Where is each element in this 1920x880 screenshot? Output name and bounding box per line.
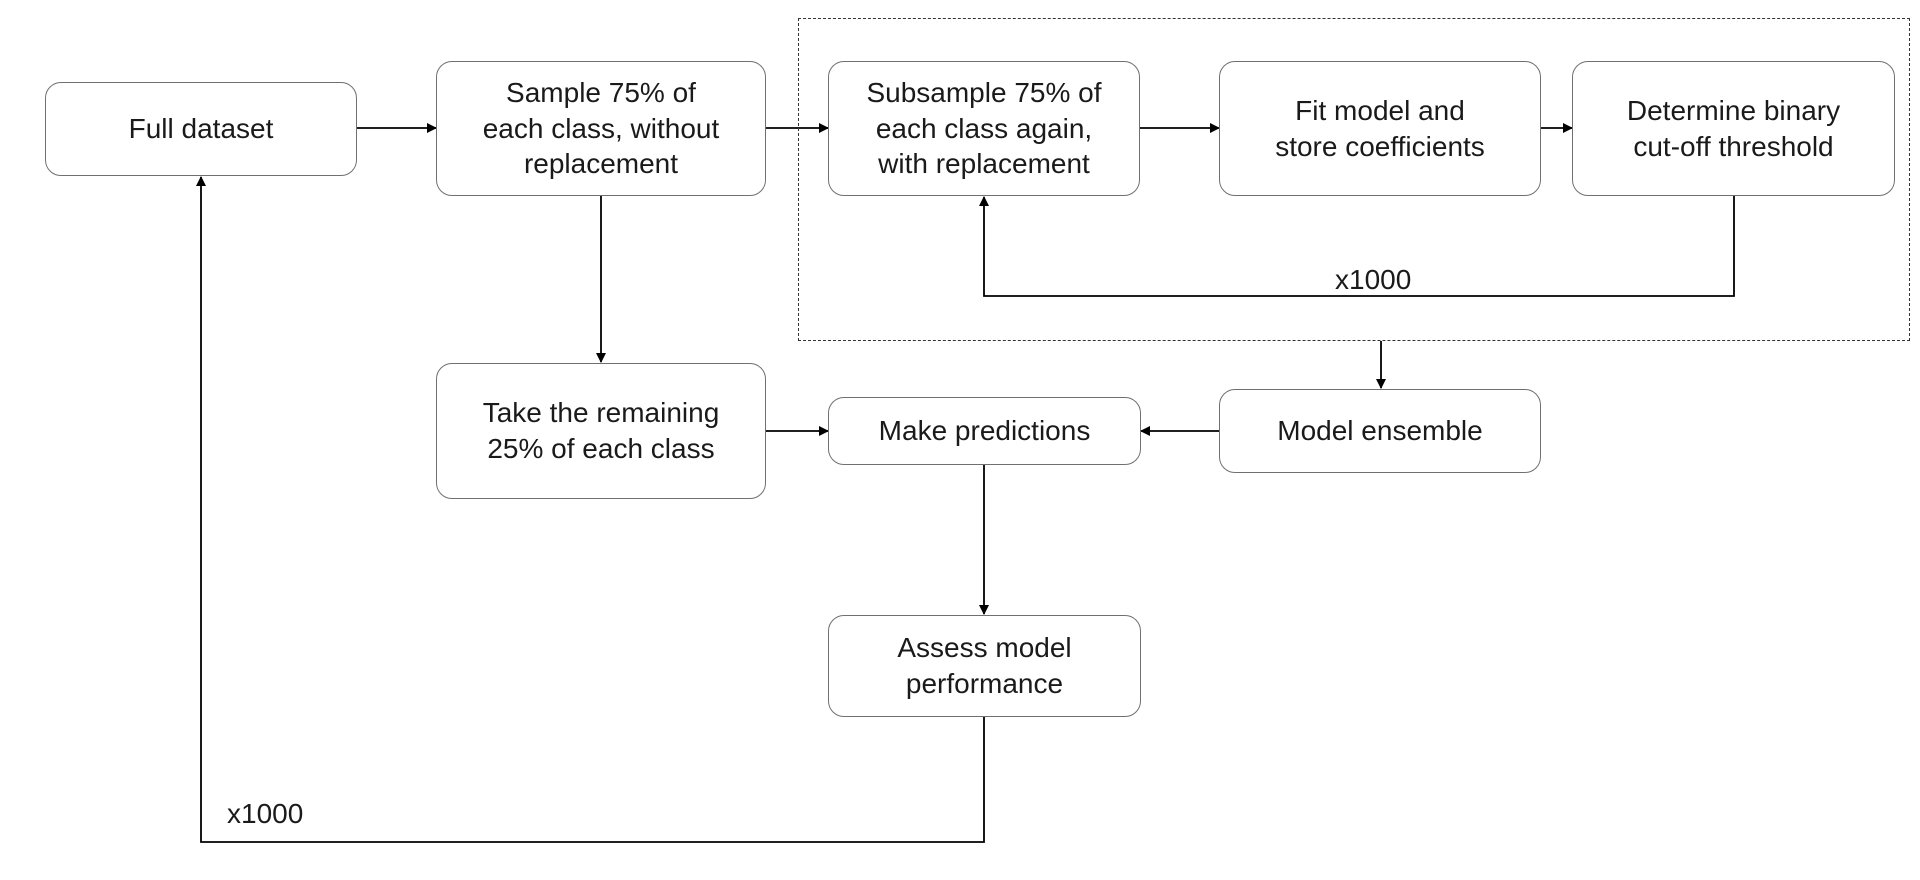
- node-determine-threshold-label: Determine binary cut-off threshold: [1626, 94, 1841, 162]
- node-model-ensemble: Model ensemble: [1219, 389, 1541, 473]
- arrow-outer-loop: [196, 176, 985, 843]
- node-fit-model-label: Fit model and store coefficients: [1275, 94, 1485, 162]
- node-fit-model: Fit model and store coefficients: [1219, 61, 1541, 196]
- node-make-predictions: Make predictions: [828, 397, 1141, 465]
- node-sample-75-label: Sample 75% of each class, without replac…: [482, 77, 720, 180]
- node-take-remaining: Take the remaining 25% of each class: [436, 363, 766, 499]
- arrow-inner-loop: [979, 196, 1735, 297]
- node-take-remaining-label: Take the remaining 25% of each class: [482, 397, 720, 464]
- node-full-dataset: Full dataset: [45, 82, 357, 176]
- node-make-predictions-label: Make predictions: [878, 415, 1091, 447]
- node-full-dataset-label: Full dataset: [128, 113, 274, 145]
- node-determine-threshold: Determine binary cut-off threshold: [1572, 61, 1895, 196]
- node-assess-performance: Assess model performance: [828, 615, 1141, 717]
- node-subsample-75-label: Subsample 75% of each class again, with …: [866, 77, 1102, 180]
- inner-loop-label: x1000: [1335, 264, 1412, 295]
- node-model-ensemble-label: Model ensemble: [1277, 415, 1483, 447]
- outer-loop-label: x1000: [227, 798, 304, 829]
- node-assess-performance-label: Assess model performance: [897, 632, 1072, 699]
- node-sample-75: Sample 75% of each class, without replac…: [436, 61, 766, 196]
- bootstrap-ensemble-group: [798, 18, 1910, 341]
- node-subsample-75: Subsample 75% of each class again, with …: [828, 61, 1140, 196]
